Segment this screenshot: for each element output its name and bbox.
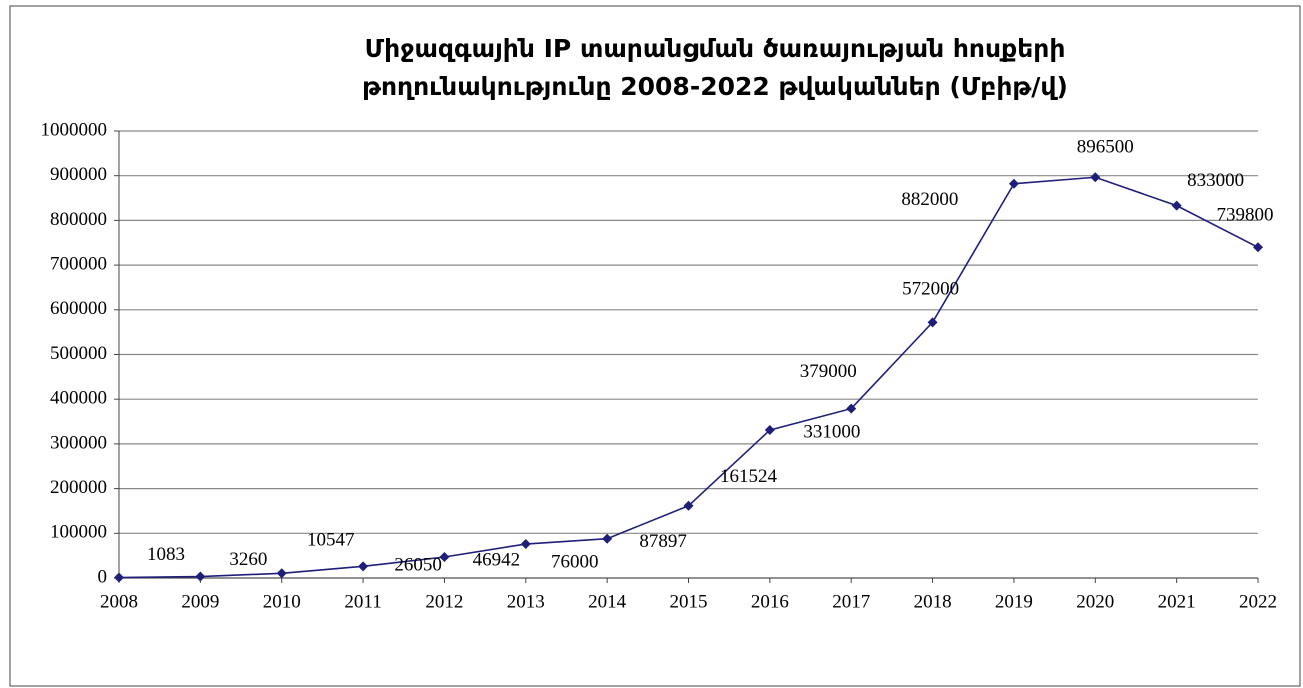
data-label: 739800 (1217, 205, 1274, 226)
x-tick-label: 2020 (1076, 591, 1114, 612)
x-tick-label: 2018 (914, 591, 952, 612)
x-tick-label: 2011 (344, 591, 381, 612)
data-label: 833000 (1187, 170, 1244, 191)
line (118, 176, 1259, 579)
y-tick-label: 800000 (50, 209, 107, 230)
frame (9, 5, 1301, 687)
marker (1171, 200, 1182, 211)
data-label: 572000 (902, 279, 959, 300)
x-tick-label: 2012 (425, 591, 463, 612)
marker (358, 561, 369, 572)
y-tick-label: 500000 (50, 343, 107, 364)
marker (764, 425, 775, 436)
x-tick-label: 2017 (832, 591, 870, 612)
y-tick-label: 1000000 (41, 119, 108, 140)
marker (114, 572, 124, 583)
chart-title: Միջազգային IP տարանցման ծառայության հոսք… (365, 34, 1066, 63)
x-tick-label: 2016 (751, 591, 789, 612)
x-tick-label: 2022 (1239, 591, 1277, 612)
marker (602, 533, 613, 544)
x-tick-label: 2015 (670, 591, 708, 612)
data-label: 1083 (147, 544, 185, 565)
y-tick-label: 0 (98, 566, 108, 587)
x-tick-label: 2019 (995, 591, 1033, 612)
data-label: 331000 (803, 421, 860, 442)
marker (1090, 172, 1101, 183)
x-tick-label: 2010 (263, 591, 301, 612)
marker (1008, 178, 1019, 189)
marker (276, 568, 287, 579)
y-tick-label: 700000 (50, 253, 107, 274)
data-label: 10547 (307, 530, 355, 551)
x-tick-label: 2021 (1158, 591, 1196, 612)
y-tick-label: 900000 (50, 164, 107, 185)
data-label: 3260 (229, 549, 267, 570)
x-tick-label: 2008 (100, 591, 138, 612)
y-tick-label: 200000 (50, 477, 107, 498)
marker (195, 571, 206, 582)
marker (520, 539, 531, 550)
x-tick-label: 2009 (181, 591, 219, 612)
data-label: 882000 (901, 189, 958, 210)
data-label: 379000 (800, 361, 857, 382)
x-tick-label: 2013 (507, 591, 545, 612)
y-tick-label: 400000 (50, 388, 107, 409)
y-tick-label: 600000 (50, 298, 107, 319)
marker (683, 500, 694, 511)
y-tick-label: 100000 (50, 522, 107, 543)
data-label: 26050 (394, 555, 442, 576)
data-label: 46942 (473, 549, 521, 570)
data-label: 896500 (1077, 137, 1134, 158)
marker (1253, 242, 1263, 253)
data-label: 76000 (551, 551, 599, 572)
x-tick-label: 2014 (588, 591, 627, 612)
marker (846, 403, 857, 414)
marker (927, 317, 938, 328)
y-tick-label: 300000 (50, 432, 107, 453)
chart-title: թողունակությունը 2008-2022 թվականներ (Մբ… (362, 72, 1068, 101)
data-label: 87897 (639, 531, 687, 552)
data-label: 161524 (720, 466, 778, 487)
marker (439, 552, 450, 563)
